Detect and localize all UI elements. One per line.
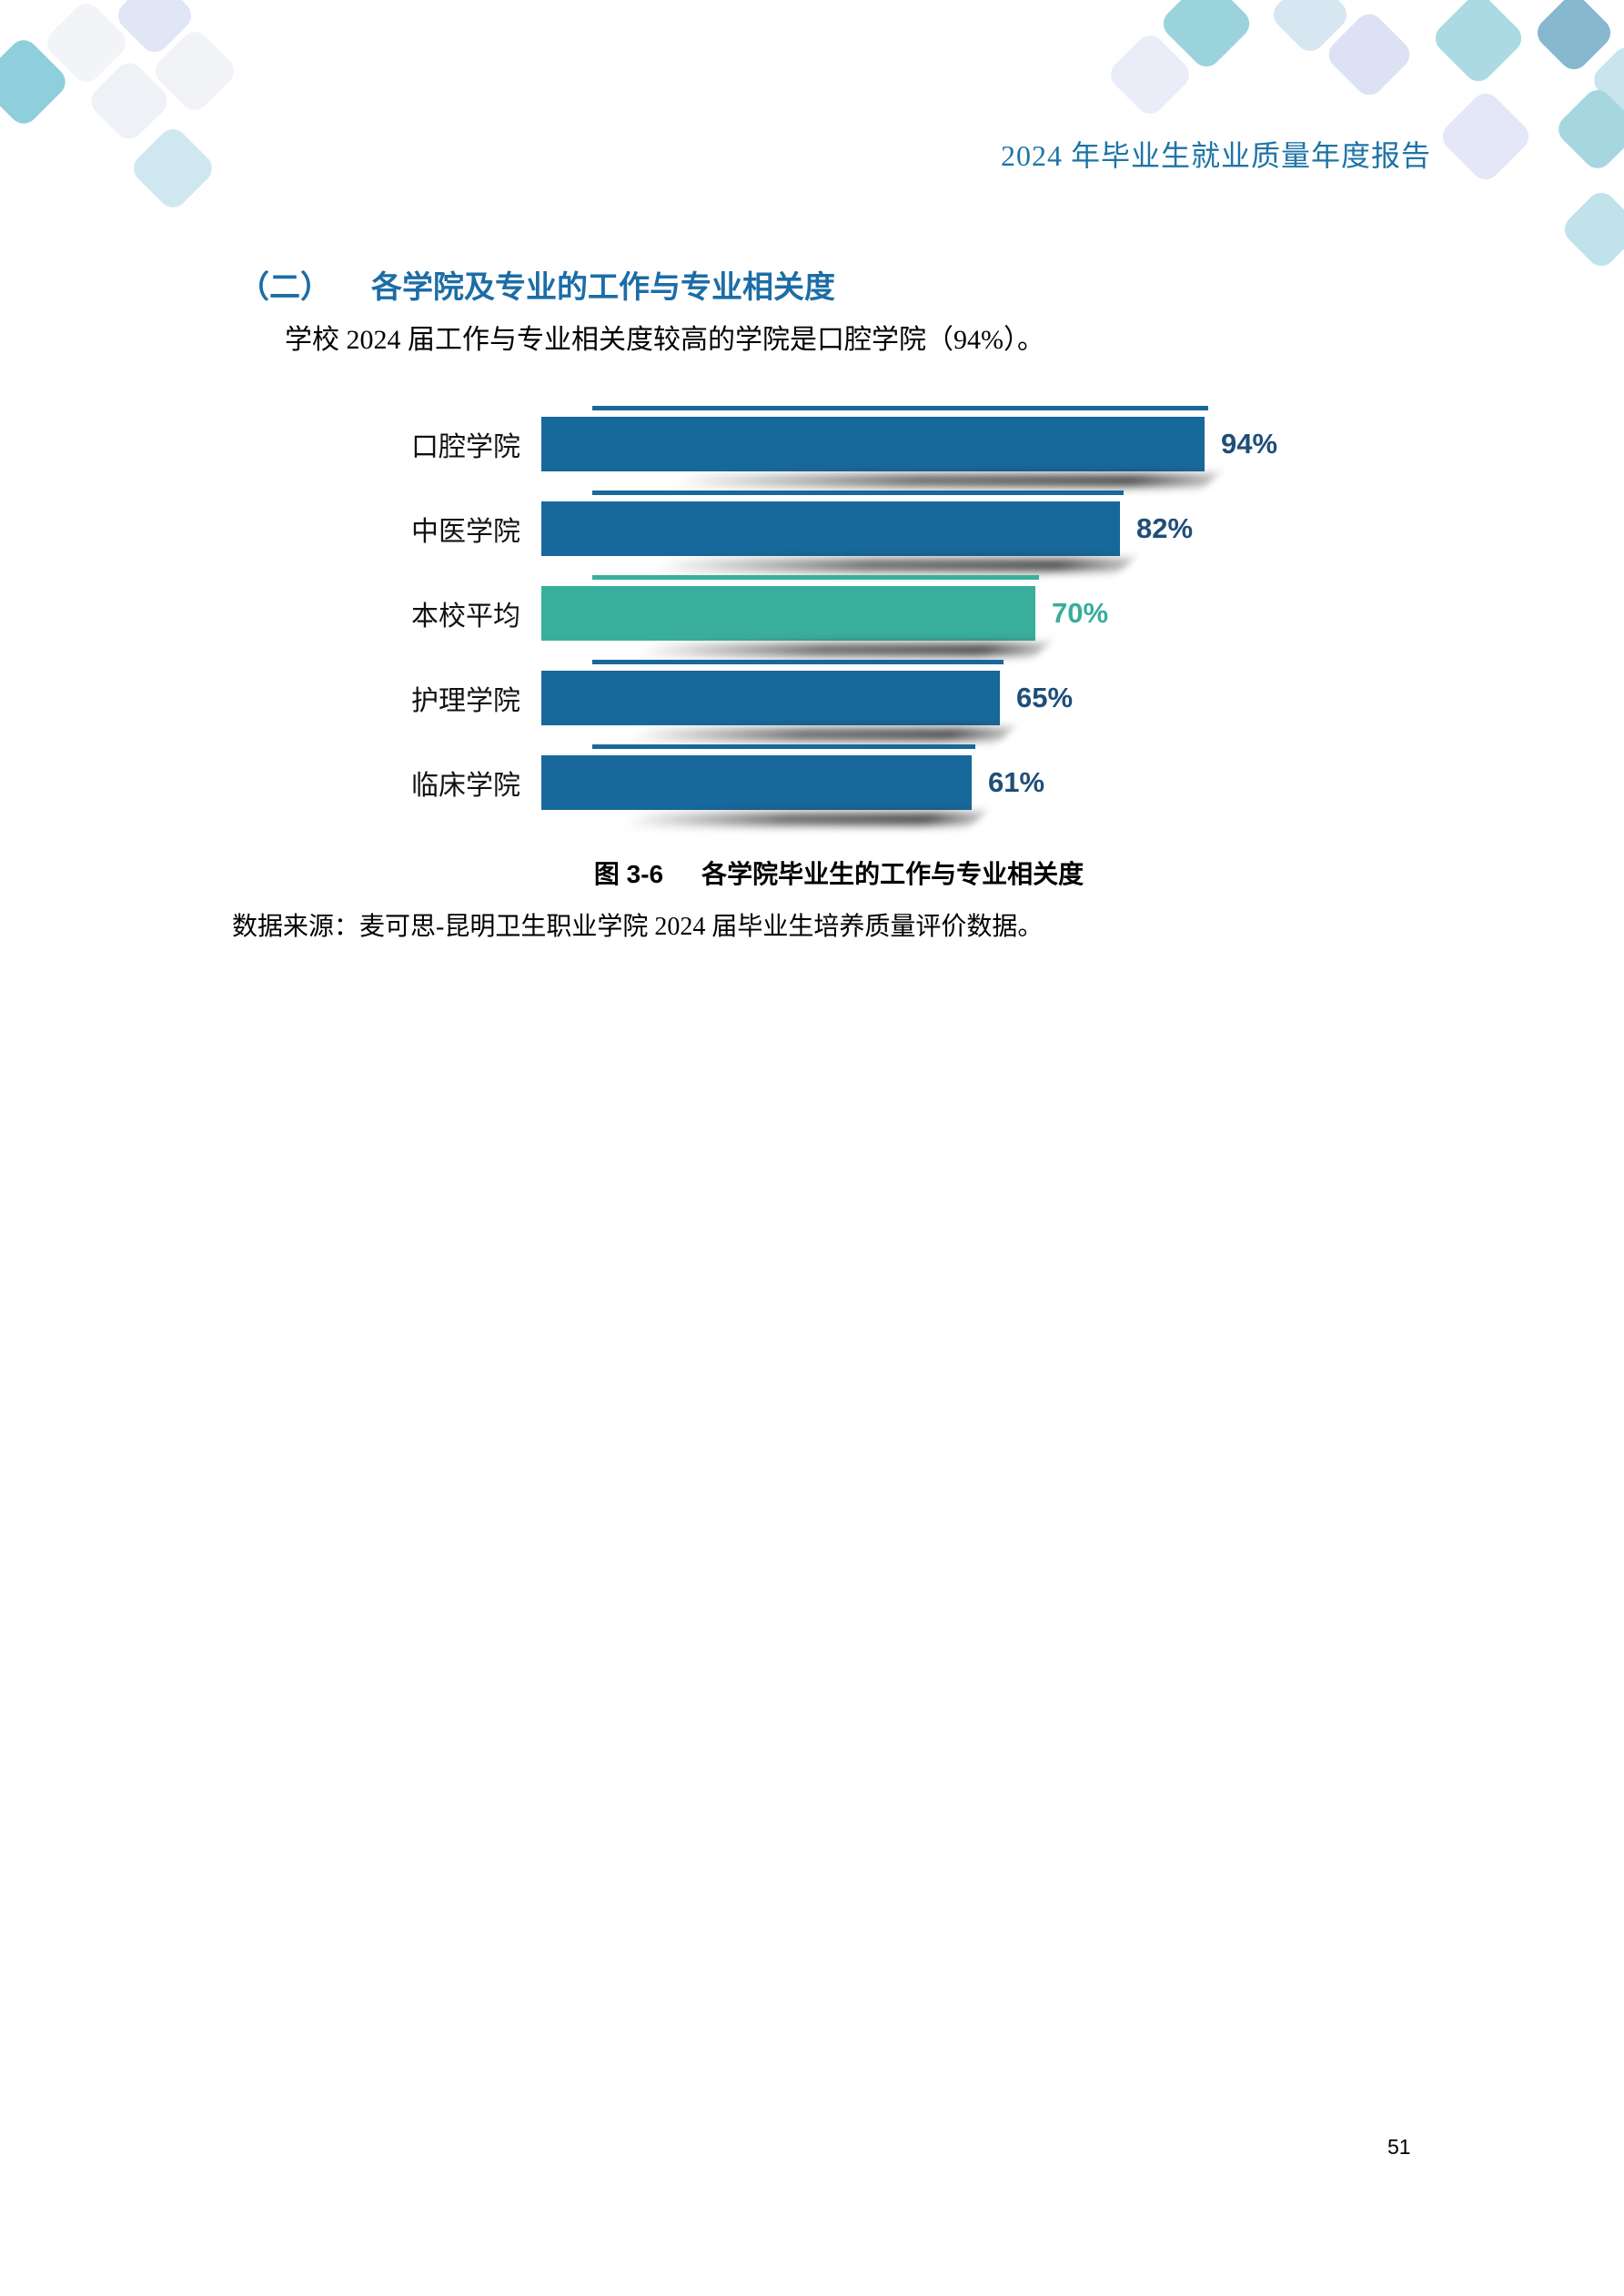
value-label: 65% xyxy=(1016,682,1074,713)
category-label: 中医学院 xyxy=(411,517,520,547)
bar xyxy=(541,575,1048,656)
bar xyxy=(541,660,1013,741)
body-paragraph: 学校 2024 届工作与专业相关度较高的学院是口腔学院（94%）。 xyxy=(285,325,1044,355)
category-label: 护理学院 xyxy=(411,686,520,716)
category-label: 口腔学院 xyxy=(411,432,520,462)
decor-diamond xyxy=(1558,187,1624,272)
bar-shadow xyxy=(651,559,1133,571)
bar xyxy=(541,491,1133,571)
bar xyxy=(541,406,1217,487)
chart-row: 本校平均 70% xyxy=(411,575,1412,656)
bar-shadow xyxy=(621,813,984,825)
report-header-title: 2024 年毕业生就业质量年度报告 xyxy=(1001,139,1432,172)
chart-row: 口腔学院 94% xyxy=(411,406,1412,487)
bar-shadow xyxy=(627,728,1013,741)
section-heading: （二） 各学院及专业的工作与专业相关度 xyxy=(238,262,835,307)
decor-diamond xyxy=(1437,87,1535,186)
figure-caption: 图 3-6 各学院毕业生的工作与专业相关度 xyxy=(411,855,1266,891)
value-label: 94% xyxy=(1221,428,1278,460)
source-note: 数据来源：麦可思-昆明卫生职业学院 2024 届毕业生培养质量评价数据。 xyxy=(232,913,1044,941)
chart-row: 护理学院 65% xyxy=(411,660,1412,741)
decor-diamond xyxy=(127,123,218,214)
chart-row: 中医学院 82% xyxy=(411,491,1412,571)
chart-row: 临床学院 61% xyxy=(411,744,1412,825)
decor-diamond xyxy=(1429,0,1528,87)
bar-shadow xyxy=(634,643,1048,656)
value-label: 70% xyxy=(1052,597,1109,629)
bar-chart: 口腔学院 94% 中医学院 82% 本校平均 70% 护理学院 65% 临床学院 61% xyxy=(411,406,1412,840)
value-label: 82% xyxy=(1136,512,1194,544)
value-label: 61% xyxy=(988,766,1045,798)
figure-caption-number: 图 3-6 xyxy=(593,860,664,888)
section-number: （二） xyxy=(238,270,331,305)
figure-caption-text: 各学院毕业生的工作与专业相关度 xyxy=(701,860,1084,888)
section-title: 各学院及专业的工作与专业相关度 xyxy=(371,270,835,305)
bar xyxy=(541,744,984,825)
category-label: 临床学院 xyxy=(411,771,520,801)
category-label: 本校平均 xyxy=(411,602,520,632)
bar-shadow xyxy=(668,474,1217,487)
page-number: 51 xyxy=(1387,2135,1411,2159)
